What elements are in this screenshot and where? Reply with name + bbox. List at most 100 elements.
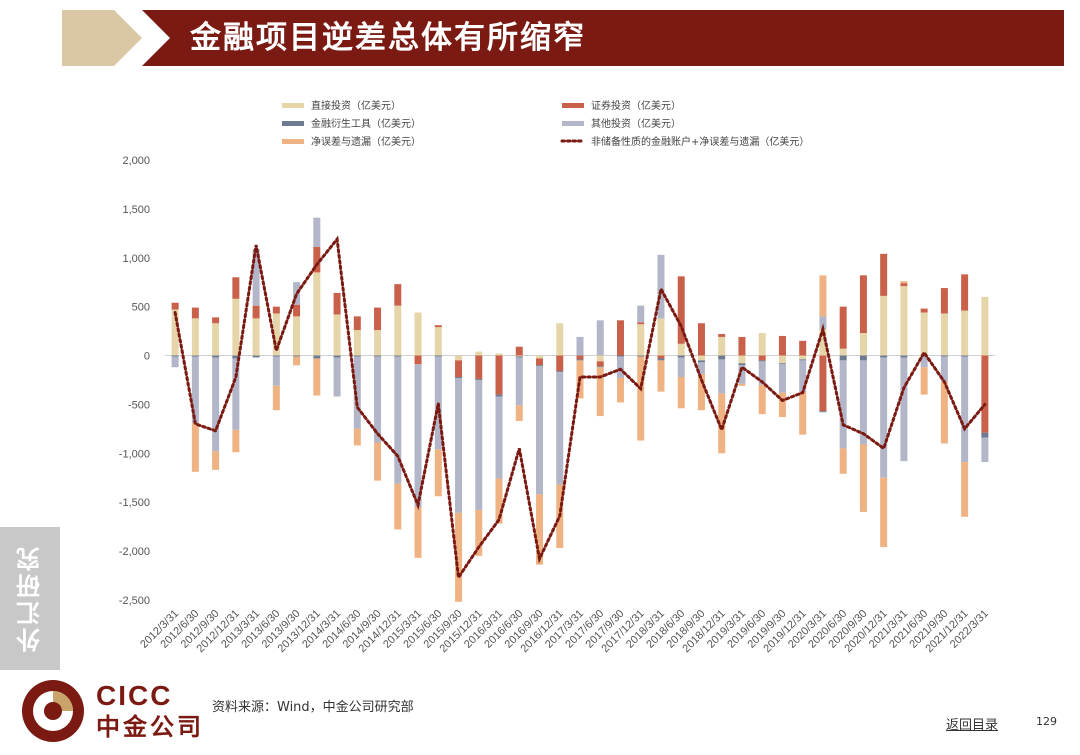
bar-direct <box>252 318 260 356</box>
legend-swatch-derivatives <box>282 121 304 126</box>
bar-securities <box>495 355 503 395</box>
bar-direct <box>677 343 685 356</box>
brand-name-cn: 中金公司 <box>96 713 204 741</box>
bar-securities <box>353 316 361 331</box>
bar-other <box>333 357 341 397</box>
bar-errors <box>616 377 624 403</box>
bar-direct <box>738 355 746 364</box>
bar-direct <box>495 353 503 356</box>
bar-errors <box>839 448 847 474</box>
bar-direct <box>272 313 280 356</box>
bar-derivatives <box>738 363 746 366</box>
bar-securities <box>293 304 301 317</box>
bar-errors <box>697 374 705 411</box>
side-tab-label: 外汇研究 <box>16 544 45 653</box>
bar-securities <box>778 335 786 356</box>
legend-swatch-errors <box>282 139 304 144</box>
bar-other <box>697 362 705 375</box>
bar-direct <box>859 333 867 356</box>
bar-errors <box>434 449 442 497</box>
bar-errors <box>495 478 503 524</box>
bar-derivatives <box>455 377 463 378</box>
y-tick-label: 1,000 <box>122 253 150 265</box>
bar-derivatives <box>839 355 847 361</box>
bar-other <box>232 358 240 430</box>
bar-derivatives <box>434 355 442 357</box>
bar-errors <box>272 385 280 411</box>
bar-securities <box>212 317 220 324</box>
bar-derivatives <box>981 432 989 438</box>
bar-other <box>657 254 665 319</box>
bar-securities <box>718 333 726 337</box>
bar-other <box>859 360 867 445</box>
legend-item: 金融衍生工具（亿美元） <box>282 117 421 130</box>
bar-errors <box>515 405 523 421</box>
bar-derivatives <box>475 378 483 380</box>
source-note: 资料来源：Wind，中金公司研究部 <box>212 700 414 715</box>
bar-errors <box>961 462 969 517</box>
bar-other <box>637 305 645 323</box>
back-to-contents-link[interactable]: 返回目录 <box>946 718 999 733</box>
legend-swatch-other <box>562 121 584 126</box>
bar-errors <box>455 512 463 602</box>
bar-derivatives <box>272 355 280 357</box>
bar-derivatives <box>394 355 402 357</box>
bar-direct <box>819 329 827 356</box>
legend-label: 净误差与遗漏（亿美元） <box>311 135 421 148</box>
bar-securities <box>920 308 928 313</box>
bar-errors <box>637 356 645 441</box>
bar-direct <box>556 323 564 356</box>
bar-direct <box>171 309 179 356</box>
bar-derivatives <box>191 355 199 357</box>
bar-securities <box>313 246 321 273</box>
bar-derivatives <box>556 371 564 373</box>
bar-derivatives <box>232 355 240 359</box>
bar-other <box>394 356 402 484</box>
bar-other <box>920 356 928 368</box>
bar-derivatives <box>171 355 179 357</box>
bar-direct <box>920 312 928 356</box>
bar-errors <box>596 367 604 417</box>
bar-other <box>677 357 685 378</box>
bar-direct <box>232 298 240 356</box>
bar-securities <box>961 274 969 311</box>
bar-derivatives <box>718 355 726 360</box>
legend-item: 净误差与遗漏（亿美元） <box>282 135 421 148</box>
bar-derivatives <box>616 355 624 357</box>
bar-other <box>212 357 220 452</box>
bar-direct <box>353 330 361 356</box>
bar-direct <box>961 310 969 356</box>
bar-derivatives <box>515 356 523 358</box>
bar-securities <box>697 323 705 356</box>
bar-errors <box>657 360 665 392</box>
brand-name-en: CICC <box>96 680 173 711</box>
bar-securities <box>900 283 908 287</box>
bar-derivatives <box>212 355 220 358</box>
bar-other <box>353 356 361 429</box>
bar-errors <box>232 429 240 453</box>
bar-errors <box>758 384 766 415</box>
bar-direct <box>333 314 341 356</box>
y-tick-label: 500 <box>132 302 150 314</box>
bar-direct <box>799 355 807 360</box>
bar-direct <box>981 296 989 356</box>
bar-other <box>313 217 321 247</box>
bar-securities <box>252 305 260 319</box>
bar-securities <box>171 302 179 310</box>
legend-label: 非储备性质的金融账户+净误差与遗漏（亿美元） <box>591 135 809 148</box>
bar-derivatives <box>374 355 382 357</box>
y-tick-label: -500 <box>128 399 150 411</box>
bar-derivatives <box>799 359 807 361</box>
bar-securities <box>191 307 199 319</box>
bar-errors <box>414 507 422 558</box>
bar-direct <box>596 355 604 362</box>
bar-direct <box>637 324 645 356</box>
bar-other <box>252 248 260 306</box>
bar-direct <box>758 333 766 356</box>
bar-errors <box>313 358 321 396</box>
bar-other <box>191 356 199 423</box>
bar-derivatives <box>333 355 341 358</box>
bar-securities <box>414 355 422 365</box>
bar-errors <box>819 275 827 317</box>
bar-direct <box>313 272 321 356</box>
